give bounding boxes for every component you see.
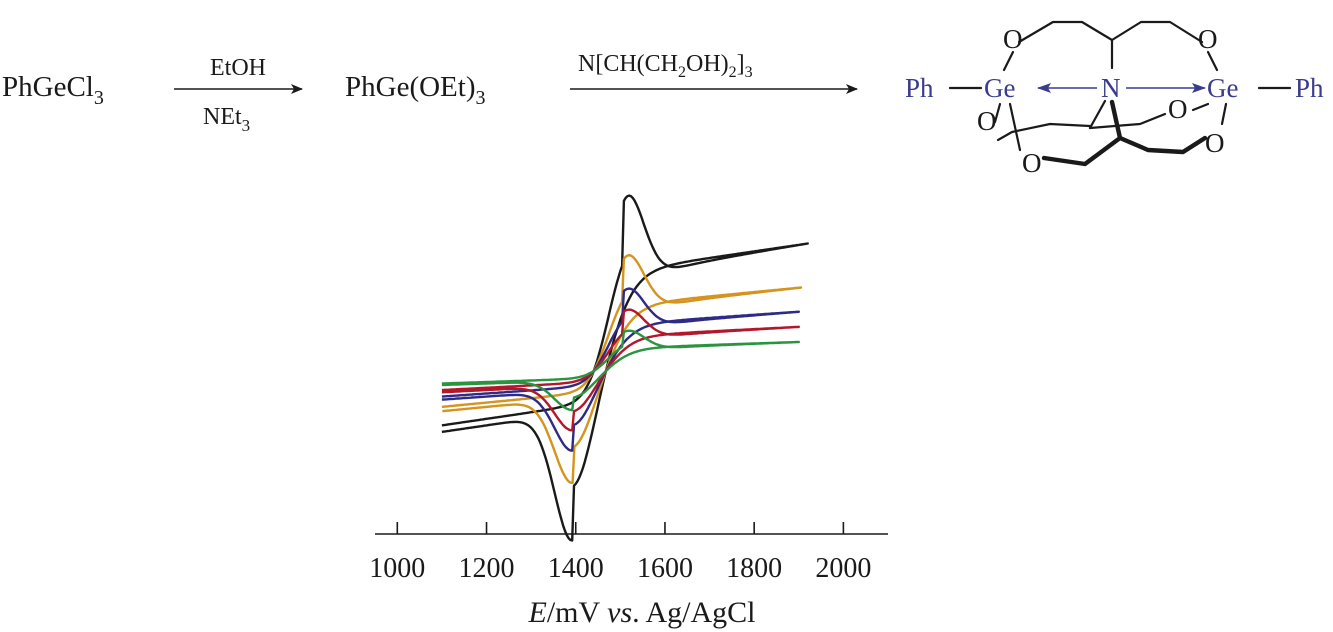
atom-o-left-mid: O	[977, 106, 997, 136]
reagent-sub-1: 2	[678, 64, 686, 81]
cv-trace-4	[441, 308, 800, 432]
atom-n-center: N	[1101, 73, 1121, 103]
reagent-triol-amine: N[CH(CH2OH)2]3	[578, 51, 753, 81]
reaction-scheme: PhGeCl3 EtOH NEt3 PhGe(OEt)3 N[CH(CH2OH)…	[2, 51, 858, 135]
bond-o-ge-left-top	[1002, 50, 1015, 72]
reagent-sub-2: 2	[729, 64, 737, 81]
cv-trace-3	[441, 287, 800, 452]
reagent-ethanol: EtOH	[210, 55, 266, 81]
x-tick-label-1800: 1800	[726, 553, 782, 584]
reactant-subscript: 3	[94, 87, 104, 109]
atom-o-right-mid: O	[1168, 94, 1188, 124]
reagent-part-3: ]	[737, 51, 745, 77]
x-tick-label-1400: 1400	[548, 553, 604, 584]
x-axis-title-unit: /mV	[547, 596, 607, 629]
product-structure	[948, 20, 1292, 167]
atom-o-top-right: O	[1198, 24, 1218, 54]
x-tick-label-1000: 1000	[369, 553, 425, 584]
bond-n-front	[1109, 99, 1123, 141]
x-axis-title-rest: . Ag/AgCl	[632, 596, 755, 629]
intermediate-subscript: 3	[475, 87, 485, 109]
bond-lower-back-chain	[996, 122, 1092, 142]
x-tick-label-1600: 1600	[637, 553, 693, 584]
cv-trace-2	[441, 254, 803, 484]
atom-o-right-low: O	[1205, 128, 1225, 158]
bond-ge-o-left-low	[993, 102, 1002, 124]
reagent-triethylamine: NEt3	[203, 104, 250, 135]
bond-o-ge-right-top	[1206, 50, 1219, 72]
cv-traces	[441, 194, 809, 542]
cv-trace-1	[441, 194, 809, 542]
intermediate-formula: PhGe(OEt)3	[345, 71, 485, 109]
x-tick-label-2000: 2000	[815, 553, 871, 584]
bond-ge-o-right-low	[1220, 102, 1228, 126]
bond-ge-o-left-back	[1008, 102, 1022, 152]
bond-right-back-chain	[1088, 112, 1167, 130]
atom-o-left-low: O	[1022, 148, 1042, 178]
product-atoms: Ph Ge N Ge Ph O O O O O O	[905, 24, 1324, 178]
x-tick-label-1200: 1200	[459, 553, 515, 584]
reagent-sub-3: 3	[745, 64, 753, 81]
atom-ph-right: Ph	[1295, 73, 1324, 103]
atom-ph-left: Ph	[905, 73, 934, 103]
bond-top-right	[1110, 20, 1204, 44]
intermediate-main: PhGe(OEt)	[345, 71, 475, 103]
cv-trace-5	[441, 329, 800, 412]
reagent-part-1: N[CH(CH	[578, 51, 678, 77]
bond-front-bold	[1041, 135, 1208, 167]
bond-n-down	[1088, 99, 1107, 130]
atom-o-top-left: O	[1003, 24, 1023, 54]
reactant-main: PhGeCl	[2, 71, 94, 103]
reagent-triethylamine-main: NEt	[203, 104, 242, 130]
x-axis-title-e: E	[528, 596, 547, 629]
reagent-triethylamine-sub: 3	[242, 116, 251, 135]
atom-ge-left: Ge	[984, 73, 1015, 103]
atom-ge-right: Ge	[1207, 73, 1238, 103]
x-axis-ticks: 1000 1200 1400 1600 1800 2000	[369, 522, 871, 584]
x-axis-title-vs: vs	[607, 596, 632, 629]
cv-chart: 1000 1200 1400 1600 1800 2000 E/mV vs. Ag/AgC…	[369, 194, 888, 629]
reactant-formula: PhGeCl3	[2, 71, 104, 109]
x-axis-title: E/mV vs. Ag/AgCl	[528, 596, 756, 629]
bond-ge-o-right-back	[1191, 102, 1210, 112]
reagent-part-2: OH)	[686, 51, 729, 77]
bond-top-left	[1017, 20, 1114, 70]
